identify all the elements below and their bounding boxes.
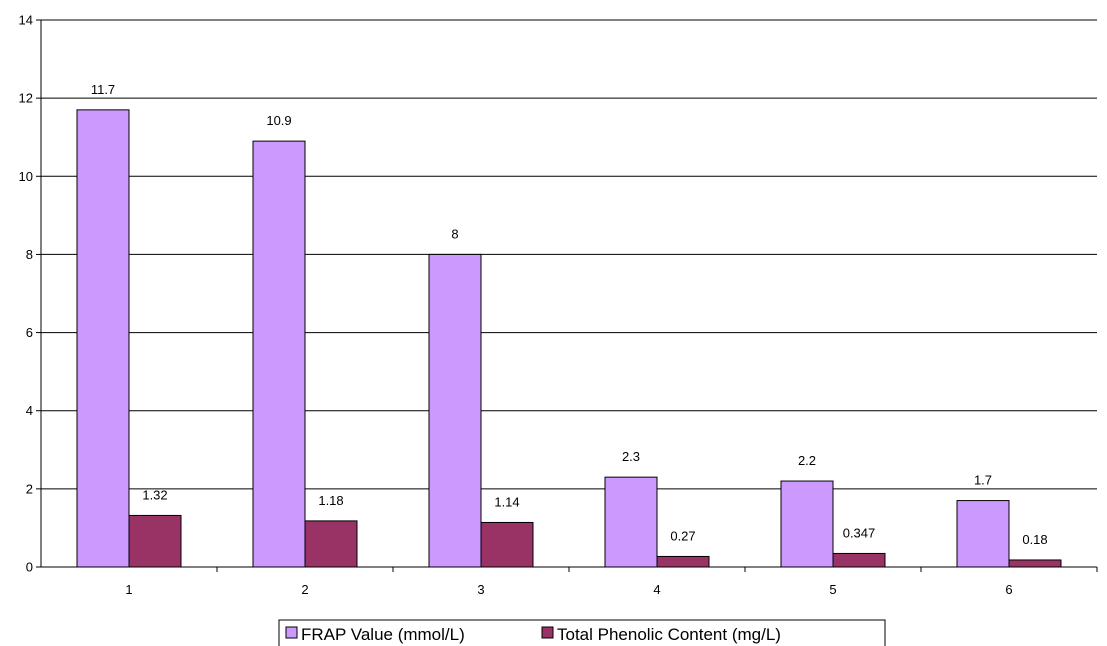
data-label-phenolic: 0.18 xyxy=(1022,532,1047,547)
legend-swatch-frap xyxy=(285,626,298,639)
data-label-frap: 1.7 xyxy=(974,473,992,488)
data-label-frap: 2.3 xyxy=(622,449,640,464)
bar-frap xyxy=(252,140,306,568)
labels: 0 2 4 6 8 10 12 14 1 11.7 1.32 2 10.9 1.18 3 8 1.14 4 2.3 0… xyxy=(19,13,1048,598)
y-tick-label: 10 xyxy=(19,169,33,184)
bar-phenolic xyxy=(128,514,182,568)
y-tick-label: 6 xyxy=(26,325,33,340)
data-label-phenolic: 1.32 xyxy=(142,487,167,502)
data-label-phenolic: 1.14 xyxy=(494,494,519,509)
data-label-frap: 11.7 xyxy=(91,82,115,97)
y-tick-label: 14 xyxy=(19,13,33,28)
x-tick-label: 1 xyxy=(125,582,132,597)
x-tick-label: 6 xyxy=(1005,582,1012,597)
y-tick-label: 0 xyxy=(26,560,33,575)
y-tick-label: 12 xyxy=(19,91,33,106)
data-label-phenolic: 0.27 xyxy=(670,528,695,543)
legend-box xyxy=(278,619,886,646)
y-tick-label: 2 xyxy=(26,481,33,496)
x-tick-label: 4 xyxy=(653,582,660,597)
bar-frap xyxy=(604,476,658,568)
bar-phenolic xyxy=(832,552,886,568)
bar-frap xyxy=(76,109,130,568)
axes xyxy=(36,19,1098,572)
data-label-phenolic: 0.347 xyxy=(843,525,876,540)
legend-label-phenolic: Total Phenolic Content (mg/L) xyxy=(557,625,781,644)
bar-frap xyxy=(956,500,1010,568)
x-tick-label: 2 xyxy=(301,582,308,597)
gridlines xyxy=(41,19,1097,490)
legend-swatch-phenolic xyxy=(541,626,554,639)
y-tick-label: 4 xyxy=(26,403,33,418)
y-tick-label: 8 xyxy=(26,247,33,262)
bar-phenolic xyxy=(480,521,534,568)
data-label-phenolic: 1.18 xyxy=(318,493,343,508)
bars xyxy=(76,109,1062,568)
bar-phenolic xyxy=(304,520,358,568)
data-label-frap: 10.9 xyxy=(266,113,291,128)
bar-frap xyxy=(780,480,834,568)
x-tick-label: 3 xyxy=(477,582,484,597)
data-label-frap: 2.2 xyxy=(798,453,816,468)
bar-phenolic xyxy=(656,555,710,568)
data-label-frap: 8 xyxy=(451,226,458,241)
bar-frap xyxy=(428,253,482,568)
bar-phenolic xyxy=(1008,559,1062,568)
legend-label-frap: FRAP Value (mmol/L) xyxy=(301,625,465,644)
x-tick-label: 5 xyxy=(829,582,836,597)
legend: FRAP Value (mmol/L) Total Phenolic Conte… xyxy=(278,619,886,646)
